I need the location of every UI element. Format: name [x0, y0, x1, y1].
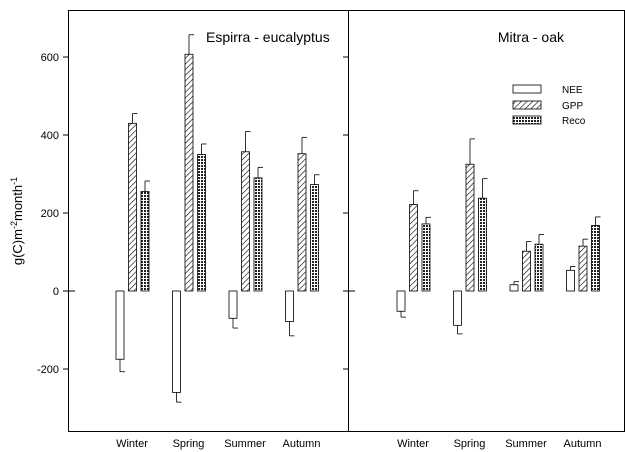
y-axis-label: g(C)m-2month-1 — [9, 177, 25, 265]
y-tick-label: -200 — [37, 364, 59, 376]
bar-reco — [478, 197, 487, 292]
y-ticks: -200 0 200 400 600 — [37, 52, 355, 376]
y-tick-label: 200 — [41, 208, 59, 220]
bar-nee — [285, 290, 294, 322]
bar-gpp — [409, 204, 418, 292]
bar-gpp — [128, 122, 137, 292]
bar-nee — [566, 269, 575, 292]
bar-nee — [115, 290, 125, 360]
bar-reco — [591, 225, 600, 292]
bar-reco — [140, 191, 150, 292]
y-tick-label: 0 — [53, 286, 59, 298]
y-tick-label: 600 — [41, 52, 59, 64]
bars — [115, 34, 601, 403]
x-tick-label-spring: Spring — [454, 438, 486, 450]
y-label-base1: g(C)m — [10, 229, 25, 265]
bar-nee — [396, 290, 406, 312]
x-tick-label-autumn: Autumn — [564, 438, 602, 450]
legend-label-gpp: GPP — [562, 101, 583, 112]
bar-gpp — [578, 245, 588, 292]
y-tick-label: 400 — [41, 130, 59, 142]
legend-swatch-nee — [512, 84, 542, 94]
bar-gpp — [465, 163, 475, 292]
legend-label-nee: NEE — [562, 85, 583, 96]
bar-reco — [310, 184, 319, 292]
x-tick-label-winter: Winter — [397, 438, 429, 450]
x-tick-label-summer: Summer — [505, 438, 547, 450]
y-label-sup2: -1 — [9, 177, 19, 185]
bar-gpp — [297, 153, 307, 292]
x-tick-label-autumn: Autumn — [283, 438, 321, 450]
x-tick-label-winter: Winter — [116, 438, 148, 450]
bar-gpp — [522, 250, 531, 292]
legend: NEE GPP Reco — [512, 84, 586, 127]
bar-gpp — [241, 151, 250, 292]
legend-label-reco: Reco — [562, 116, 586, 127]
legend-swatch-reco — [512, 115, 542, 125]
bar-reco — [421, 223, 431, 292]
bar-gpp — [184, 53, 194, 292]
panel-title-right: Mitra - oak — [498, 29, 565, 45]
plot-frame — [68, 10, 625, 432]
bar-nee — [509, 284, 519, 292]
y-label-sup1: -2 — [9, 221, 19, 229]
x-tick-label-summer: Summer — [224, 438, 266, 450]
bar-reco — [197, 154, 206, 292]
bar-nee — [453, 290, 462, 326]
x-tick-labels: Winter Spring Summer Autumn Winter Spring Summ… — [116, 438, 601, 450]
legend-swatch-gpp — [512, 100, 542, 110]
y-label-base2: month — [10, 185, 25, 221]
x-tick-label-spring: Spring — [173, 438, 205, 450]
bar-nee — [228, 290, 238, 319]
bar-reco — [534, 243, 544, 292]
bar-nee — [172, 290, 181, 393]
bar-reco — [253, 177, 263, 292]
panel-title-left: Espirra - eucalyptus — [206, 29, 330, 45]
